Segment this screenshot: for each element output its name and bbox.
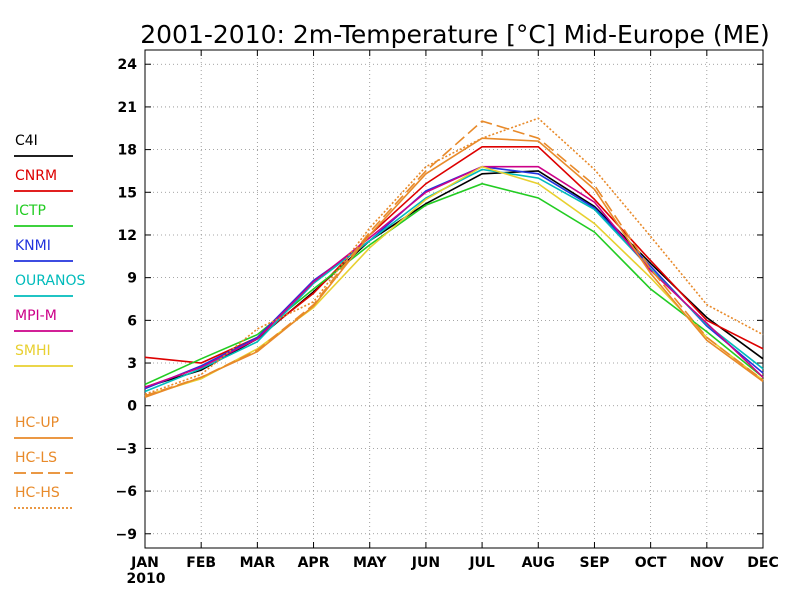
legend-label-knmi: KNMI — [15, 238, 51, 254]
x-axis: JAN FEB MAR APR MAY JUN JUL AUG SEP OCT NOV DEC — [130, 50, 779, 571]
legend-label-hc-hs: HC-HS — [15, 485, 60, 501]
legend-label-cnrm: CNRM — [15, 168, 57, 184]
legend-label-ouranos: OURANOS — [15, 273, 85, 289]
series-line-hc-hs — [144, 117, 764, 396]
y-tick-label: 18 — [118, 143, 137, 159]
x-tick-label: MAR — [240, 555, 276, 571]
legend-label-ictp: ICTP — [15, 203, 46, 219]
legend-label-mpi-m: MPI-M — [15, 308, 57, 324]
x-tick-label: JUL — [468, 555, 495, 571]
y-tick-label: −3 — [116, 441, 137, 457]
series-lines — [144, 117, 764, 398]
y-tick-label: −9 — [116, 527, 137, 543]
x-tick-label: SEP — [579, 555, 609, 571]
y-tick-label: 24 — [118, 57, 138, 73]
legend-label-hc-ls: HC-LS — [15, 450, 57, 466]
x-tick-label: APR — [298, 555, 330, 571]
y-tick-label: 3 — [127, 356, 137, 372]
plot-frame — [144, 49, 764, 549]
x-tick-label: FEB — [186, 555, 216, 571]
x-tick-label: AUG — [522, 555, 555, 571]
legend: C4I CNRM ICTP KNMI OURANOS MPI-M SMHI HC-UP HC-L… — [14, 133, 85, 509]
y-tick-label: 12 — [118, 228, 137, 244]
series-line-mpi-m — [144, 165, 764, 388]
y-tick-label: 9 — [127, 271, 137, 287]
series-line-ictp — [144, 182, 764, 386]
x-tick-label: OCT — [635, 555, 667, 571]
y-axis: −9 −6 −3 0 3 6 9 12 15 18 21 24 — [116, 57, 763, 543]
y-tick-label: 6 — [127, 313, 137, 329]
x-tick-label: DEC — [747, 555, 778, 571]
x-tick-label: MAY — [353, 555, 387, 571]
legend-label-smhi: SMHI — [15, 343, 51, 359]
series-line-hc-up — [144, 137, 764, 398]
y-tick-label: 21 — [118, 100, 137, 116]
x-tick-label: JUN — [411, 555, 440, 571]
x-tick-label: NOV — [690, 555, 724, 571]
series-line-smhi — [144, 165, 764, 397]
grid — [145, 50, 763, 548]
series-line-hc-ls — [144, 120, 764, 397]
y-tick-label: −6 — [116, 484, 137, 500]
y-tick-label: 15 — [118, 185, 137, 201]
legend-label-hc-up: HC-UP — [15, 415, 59, 431]
y-tick-label: 0 — [127, 399, 137, 415]
x-axis-year-label: 2010 — [127, 571, 166, 587]
legend-label-c4i: C4I — [15, 133, 38, 149]
x-tick-label: JAN — [130, 555, 159, 571]
series-line-c4i — [144, 170, 764, 388]
chart-title: 2001-2010: 2m-Temperature [°C] Mid-Europ… — [140, 20, 769, 49]
